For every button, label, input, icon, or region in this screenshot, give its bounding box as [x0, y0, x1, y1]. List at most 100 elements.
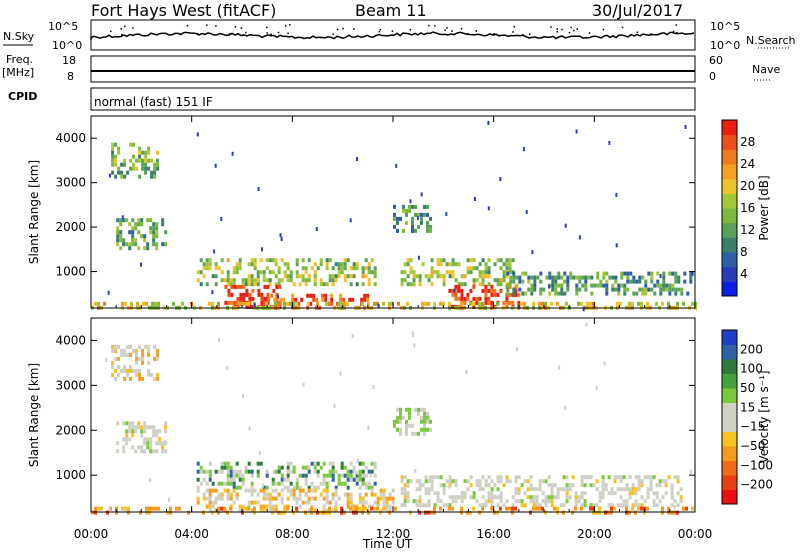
scatter-region: [196, 258, 377, 287]
data-cell: [125, 218, 129, 223]
data-cell: [220, 469, 224, 474]
data-cell: [505, 304, 509, 309]
data-cell: [415, 499, 419, 504]
data-cell: [388, 492, 392, 497]
data-cell: [278, 284, 282, 289]
isolated-point: [445, 212, 448, 216]
data-cell: [418, 487, 422, 492]
data-cell: [205, 469, 209, 474]
colorbar-tick-label: 8: [740, 245, 748, 259]
colorbar-segment: [722, 330, 737, 345]
data-cell: [361, 274, 365, 279]
data-cell: [430, 487, 434, 492]
data-cell: [272, 288, 276, 293]
data-cell: [116, 226, 120, 231]
data-cell: [114, 142, 118, 147]
noise-search-point: [379, 28, 381, 31]
data-cell: [580, 483, 584, 488]
data-cell: [111, 364, 115, 369]
data-cell: [235, 492, 239, 497]
data-cell: [400, 487, 404, 492]
data-cell: [460, 510, 463, 515]
data-cell: [265, 485, 269, 490]
data-cell: [646, 487, 650, 492]
data-cell: [593, 283, 597, 288]
data-cell: [379, 510, 382, 515]
data-cell: [448, 270, 452, 275]
data-cell: [502, 278, 506, 283]
data-cell: [379, 496, 383, 501]
data-cell: [153, 344, 157, 349]
data-cell: [526, 495, 530, 500]
data-cell: [487, 495, 491, 500]
data-cell: [310, 506, 313, 511]
data-cell: [532, 506, 535, 511]
data-cell: [426, 212, 429, 217]
data-cell: [147, 368, 151, 373]
data-cell: [451, 506, 454, 511]
data-cell: [634, 475, 638, 480]
data-cell: [337, 496, 341, 501]
data-cell: [568, 495, 572, 500]
noise-search-point: [289, 24, 291, 26]
data-cell: [265, 492, 269, 497]
scatter-region: [448, 284, 521, 309]
data-cell: [367, 510, 370, 515]
isolated-point: [108, 506, 111, 511]
data-cell: [286, 301, 289, 306]
data-cell: [454, 288, 458, 293]
data-cell: [120, 368, 124, 373]
noise-search-point: [493, 33, 496, 35]
data-cell: [520, 483, 524, 488]
colorbar-segment: [722, 431, 737, 447]
data-cell: [661, 301, 664, 306]
data-cell: [144, 150, 148, 155]
data-cell: [496, 479, 500, 484]
data-cell: [274, 301, 277, 306]
data-cell: [111, 146, 115, 151]
isolated-point: [279, 233, 282, 238]
data-cell: [484, 270, 488, 275]
data-cell: [596, 283, 600, 288]
data-cell: [399, 427, 402, 432]
data-cell: [229, 506, 232, 511]
data-cell: [566, 283, 570, 288]
data-cell: [301, 278, 305, 283]
data-cell: [146, 437, 150, 442]
data-cell: [262, 504, 266, 509]
data-cell: [355, 506, 358, 511]
isolated-point: [315, 227, 318, 232]
data-cell: [120, 170, 124, 175]
data-cell: [421, 262, 425, 267]
data-cell: [226, 473, 230, 478]
data-cell: [653, 291, 657, 296]
data-cell: [433, 506, 436, 511]
data-cell: [169, 506, 172, 511]
data-cell: [156, 150, 160, 155]
data-cell: [232, 481, 236, 486]
data-cell: [141, 162, 145, 167]
data-cell: [405, 212, 408, 217]
data-cell: [253, 262, 257, 267]
data-cell: [114, 376, 118, 381]
data-cell: [539, 271, 543, 276]
data-cell: [328, 510, 331, 515]
data-cell: [420, 415, 423, 420]
data-cell: [355, 481, 359, 486]
data-cell: [283, 506, 286, 511]
data-cell: [230, 300, 234, 305]
data-cell: [244, 301, 247, 306]
data-cell: [414, 407, 417, 412]
data-cell: [405, 427, 408, 432]
data-cell: [268, 278, 272, 283]
data-cell: [466, 510, 469, 515]
data-cell: [439, 258, 443, 263]
data-cell: [529, 495, 533, 500]
data-cell: [605, 287, 609, 292]
data-cell: [220, 258, 224, 263]
data-cell: [427, 503, 431, 508]
data-cell: [539, 291, 543, 296]
scatter-region: [116, 421, 168, 454]
scatter-region: [91, 506, 694, 515]
data-cell: [220, 278, 224, 283]
